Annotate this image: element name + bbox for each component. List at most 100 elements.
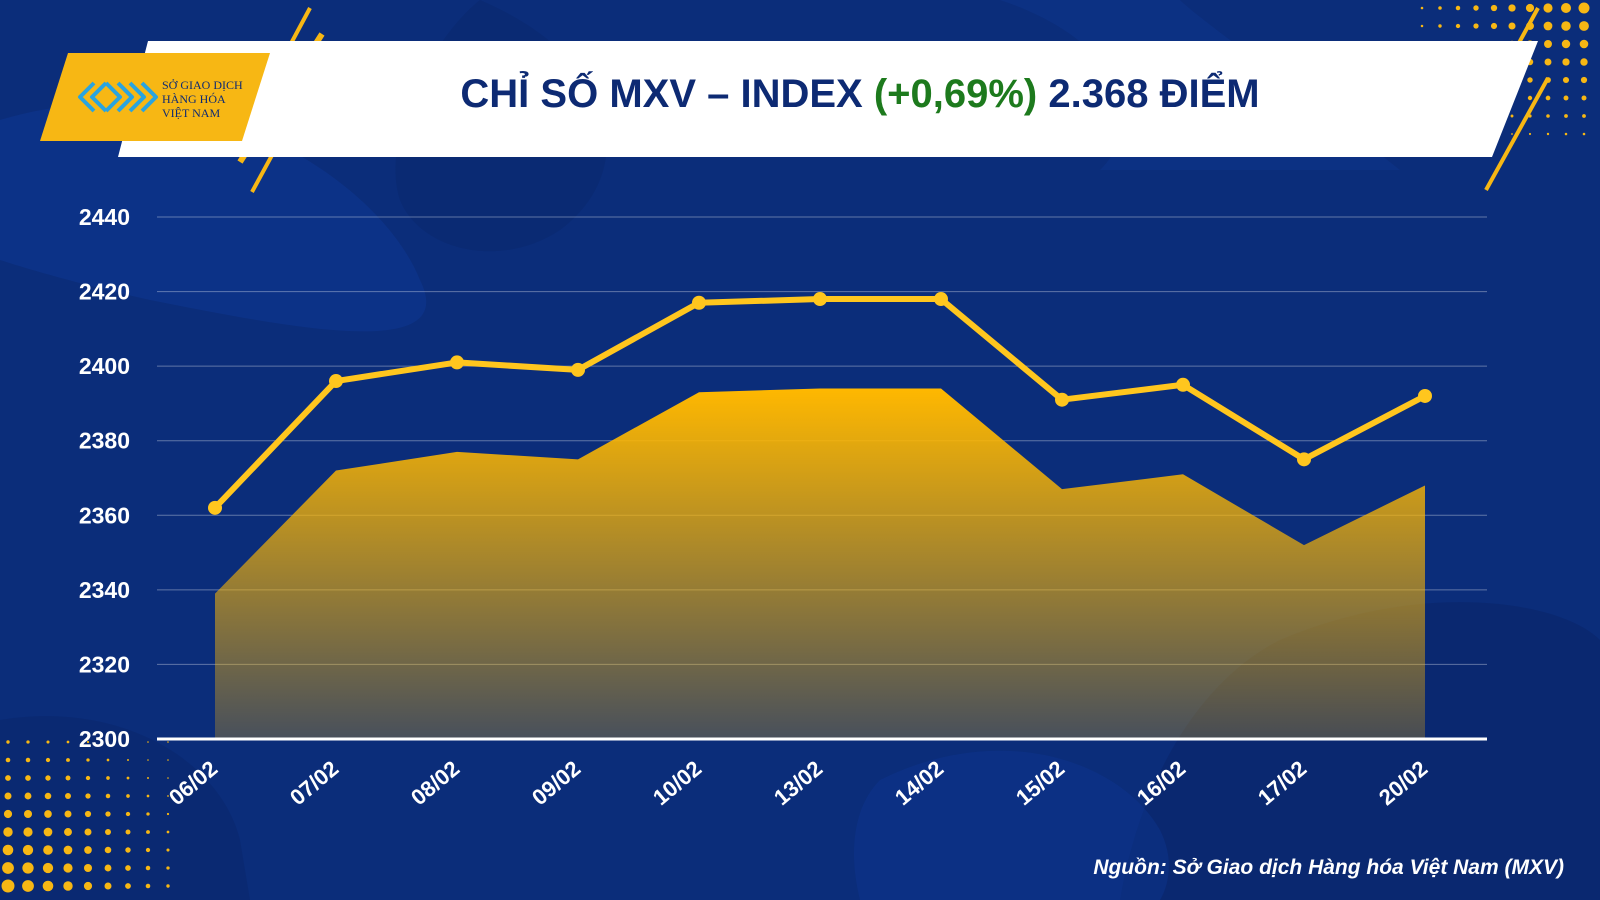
decor-dot bbox=[45, 775, 51, 781]
decor-dot bbox=[1543, 3, 1553, 13]
decor-dot bbox=[166, 848, 170, 852]
decor-dot bbox=[22, 880, 34, 892]
decor-dot bbox=[167, 795, 169, 797]
decor-dot bbox=[1508, 4, 1516, 12]
decor-dot bbox=[1562, 76, 1570, 84]
decor-dot bbox=[65, 775, 71, 781]
decor-dot bbox=[63, 845, 73, 855]
decor-dot bbox=[126, 794, 130, 798]
x-tick-label: 08/02 bbox=[406, 756, 464, 811]
decor-dot bbox=[1455, 5, 1461, 11]
decor-dot bbox=[147, 759, 149, 761]
decor-dot bbox=[166, 866, 170, 870]
decor-dot bbox=[146, 794, 150, 798]
decor-dot bbox=[1579, 21, 1589, 31]
logo-line-2: HÀNG HÓA bbox=[162, 92, 226, 106]
line-markers bbox=[208, 292, 1432, 515]
decor-dot bbox=[1561, 21, 1571, 31]
decor-dot bbox=[125, 865, 131, 871]
data-point bbox=[1176, 377, 1190, 392]
decor-dot bbox=[106, 758, 110, 762]
decor-dot bbox=[1438, 24, 1442, 28]
y-tick-label: 2440 bbox=[79, 204, 130, 230]
decor-dot bbox=[1563, 95, 1569, 101]
decor-dot bbox=[83, 863, 93, 873]
decor-dot bbox=[5, 775, 11, 781]
decor-dot bbox=[146, 830, 150, 834]
decor-dot bbox=[1578, 2, 1590, 14]
decor-dot bbox=[127, 759, 129, 761]
decor-dot bbox=[43, 845, 53, 855]
decor-dot bbox=[126, 776, 130, 780]
data-point bbox=[329, 374, 343, 389]
decor-dot bbox=[22, 862, 34, 874]
decor-dot bbox=[1560, 2, 1572, 14]
decor-dot bbox=[86, 740, 90, 744]
data-point bbox=[450, 355, 464, 370]
decor-dot bbox=[125, 811, 131, 817]
decor-dot bbox=[145, 865, 151, 871]
decor-dot bbox=[25, 775, 31, 781]
decor-dot bbox=[125, 829, 131, 835]
y-tick-label: 2300 bbox=[79, 726, 130, 752]
decor-dot bbox=[167, 777, 169, 779]
data-point bbox=[1055, 392, 1069, 407]
logo-mark-icon bbox=[40, 53, 270, 141]
data-point bbox=[692, 295, 706, 310]
x-tick-label: 09/02 bbox=[527, 756, 585, 811]
decor-dot bbox=[166, 884, 170, 888]
x-tick-label: 14/02 bbox=[890, 756, 948, 811]
decor-dot bbox=[127, 741, 129, 743]
decor-dot bbox=[1511, 133, 1513, 135]
decor-dot bbox=[1473, 5, 1479, 11]
x-tick-label: 06/02 bbox=[164, 756, 222, 811]
x-tick-label: 07/02 bbox=[285, 756, 343, 811]
decor-dot bbox=[46, 740, 50, 744]
y-axis-ticks: 2300 2320 2340 2360 2380 2400 2420 2440 bbox=[79, 204, 130, 752]
decor-dot bbox=[1527, 95, 1533, 101]
title-change: (+0,69%) bbox=[873, 72, 1038, 116]
decor-dot bbox=[1508, 22, 1516, 30]
decor-dot bbox=[105, 793, 111, 799]
decor-dot bbox=[1, 879, 15, 893]
decor-dot bbox=[1490, 4, 1498, 12]
decor-dot bbox=[104, 846, 112, 854]
data-point bbox=[813, 292, 827, 307]
decor-dot bbox=[4, 792, 12, 800]
decor-dot bbox=[25, 757, 31, 763]
decor-dot bbox=[104, 882, 112, 890]
y-tick-label: 2400 bbox=[79, 353, 130, 379]
decor-dot bbox=[1438, 6, 1442, 10]
decor-dot bbox=[147, 741, 149, 743]
decor-dot bbox=[5, 757, 11, 763]
decor-dot bbox=[1579, 39, 1589, 49]
decor-dot bbox=[1420, 6, 1424, 10]
decor-dot bbox=[167, 759, 169, 761]
decor-dot bbox=[1455, 23, 1461, 29]
decor-dot bbox=[166, 830, 170, 834]
data-point bbox=[934, 292, 948, 307]
x-tick-label: 15/02 bbox=[1011, 756, 1069, 811]
data-point bbox=[208, 500, 222, 515]
decor-dot bbox=[1562, 58, 1570, 66]
decor-dot bbox=[63, 881, 73, 891]
y-tick-label: 2340 bbox=[79, 577, 130, 603]
decor-dot bbox=[145, 883, 151, 889]
area-series bbox=[215, 388, 1425, 739]
decor-dot bbox=[85, 793, 91, 799]
header-band bbox=[118, 41, 1538, 157]
decor-dot bbox=[45, 757, 51, 763]
decor-dot bbox=[44, 810, 52, 818]
decor-dot bbox=[63, 863, 73, 873]
decor-dot bbox=[1525, 3, 1535, 13]
data-point bbox=[1418, 388, 1432, 403]
data-point bbox=[571, 362, 585, 377]
y-tick-label: 2380 bbox=[79, 428, 130, 454]
decor-dot bbox=[23, 827, 33, 837]
decor-dot bbox=[147, 777, 149, 779]
decor-dot bbox=[1580, 76, 1588, 84]
decor-dot bbox=[1546, 132, 1550, 136]
decor-dot bbox=[6, 740, 10, 744]
